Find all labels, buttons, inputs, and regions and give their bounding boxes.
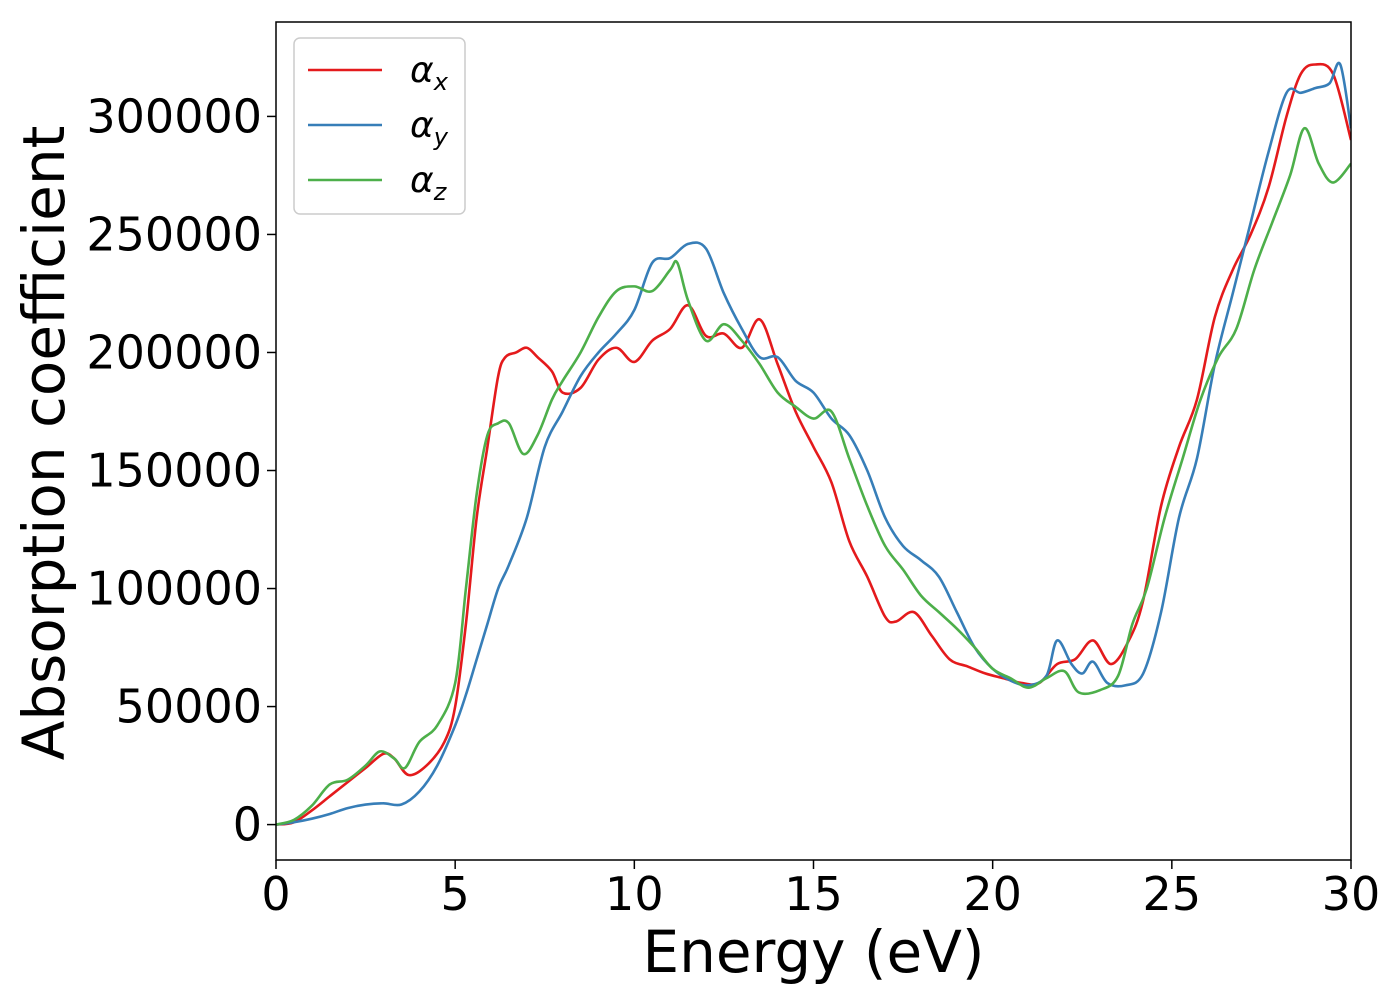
y-tick-label: 100000 xyxy=(86,562,262,616)
y-tick-label: 250000 xyxy=(86,207,262,261)
y-tick-label: 200000 xyxy=(86,325,262,379)
legend-subscript: x xyxy=(433,68,449,96)
x-axis-title: Energy (eV) xyxy=(642,918,984,986)
x-tick-label: 0 xyxy=(261,867,290,921)
legend-subscript: z xyxy=(433,178,448,206)
legend-symbol: α xyxy=(410,50,434,91)
x-tick-label: 5 xyxy=(441,867,470,921)
y-axis-title: Absorption coefficient xyxy=(10,126,78,761)
series-line-y xyxy=(276,61,1351,826)
x-tick-label: 10 xyxy=(605,867,664,921)
y-tick-label: 50000 xyxy=(116,680,262,734)
y-tick-label: 0 xyxy=(233,798,262,852)
x-tick-label: 25 xyxy=(1143,867,1202,921)
legend-label-z: αz xyxy=(410,160,448,206)
y-tick-label: 300000 xyxy=(86,89,262,143)
legend-symbol: α xyxy=(410,105,434,146)
legend-label-x: αx xyxy=(410,50,449,96)
y-axis: 0 50000 100000 150000 200000 250000 300000 xyxy=(86,89,276,852)
y-tick-label: 150000 xyxy=(86,444,262,498)
legend-symbol: α xyxy=(410,160,434,201)
x-axis: 0 5 10 15 20 25 30 xyxy=(261,860,1380,921)
series-line-z xyxy=(276,126,1351,826)
x-tick-label: 20 xyxy=(963,867,1022,921)
legend-label-y: αy xyxy=(410,105,449,151)
x-tick-label: 15 xyxy=(784,867,843,921)
legend-subscript: y xyxy=(433,123,449,151)
series-line-x xyxy=(276,62,1351,826)
series-layer xyxy=(276,61,1351,826)
x-tick-label: 30 xyxy=(1322,867,1381,921)
